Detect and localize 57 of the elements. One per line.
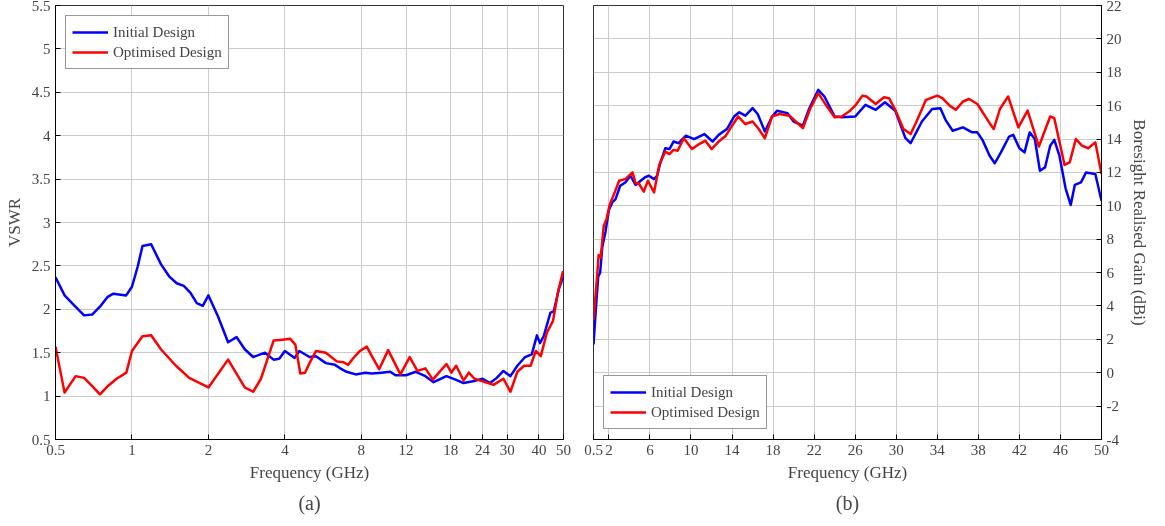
x-tick-label: 26 [847, 441, 864, 458]
x-tick-label: 24 [475, 441, 491, 458]
y-tick-label: 4 [43, 127, 51, 144]
x-tick-label: 22 [806, 441, 822, 458]
y-tick-label: 2.5 [31, 257, 51, 274]
x-tick-label: 38 [970, 441, 986, 458]
x-axis-title: Frequency (GHz) [787, 462, 908, 482]
y2-tick-label: 16 [1106, 97, 1122, 114]
y2-tick-label: 22 [1106, 0, 1122, 14]
x-tick-label: 8 [357, 441, 366, 458]
y2-axis-title: Boresight Realised Gain (dBi) [1129, 119, 1149, 326]
y-tick-label: 3 [43, 214, 51, 231]
x-tick-label: 2 [605, 441, 613, 458]
legend-label: Initial Design [113, 23, 196, 41]
x-tick-label: 46 [1052, 441, 1069, 458]
x-tick-label: 12 [398, 441, 414, 458]
y-tick-label: 1 [43, 388, 51, 405]
y-axis-title: VSWR [4, 197, 24, 248]
y-tick-label: 4.5 [31, 84, 51, 101]
legend-label: Optimised Design [113, 43, 222, 61]
y2-tick-label: 8 [1106, 231, 1114, 248]
x-axis-title: Frequency (GHz) [249, 462, 370, 482]
y-tick-label: 5 [43, 40, 51, 57]
x-tick-label: 50 [556, 441, 571, 458]
x-tick-label: 0.5 [584, 441, 603, 458]
y2-tick-label: 2 [1106, 331, 1114, 348]
x-tick-label: 30 [499, 441, 515, 458]
x-tick-label: 1 [128, 441, 136, 458]
x-tick-label: 4 [281, 441, 290, 458]
text: (a) [298, 491, 321, 515]
text: (b) [835, 491, 860, 515]
x-tick-label: 30 [888, 441, 904, 458]
y2-tick-label: 10 [1106, 197, 1122, 214]
y2-tick-label: 6 [1106, 264, 1115, 281]
x-tick-label: 40 [531, 441, 547, 458]
y-tick-label: 1.5 [31, 344, 51, 361]
y2-tick-label: 14 [1106, 131, 1122, 148]
x-tick-label: 2 [204, 441, 213, 458]
legend-label: Initial Design [651, 383, 734, 401]
y2-tick-label: 18 [1106, 64, 1122, 81]
x-tick-label: 34 [929, 441, 946, 458]
legend-label: Optimised Design [651, 403, 760, 421]
x-tick-label: 50 [1094, 441, 1109, 458]
y2-tick-label: 0 [1106, 364, 1114, 381]
y2-tick-label: -2 [1106, 398, 1119, 415]
y2-tick-label: 12 [1106, 164, 1122, 181]
x-tick-label: 10 [683, 441, 699, 458]
x-tick-label: 42 [1011, 441, 1027, 458]
y-tick-label: 2 [43, 301, 51, 318]
y-tick-label: 5.5 [31, 0, 51, 14]
x-tick-label: 18 [443, 441, 459, 458]
x-tick-label: 14 [724, 441, 741, 458]
y2-tick-label: 4 [1106, 297, 1115, 314]
x-tick-label: 6 [646, 441, 655, 458]
x-tick-label: 18 [765, 441, 781, 458]
y-tick-label: 3.5 [31, 171, 51, 188]
y2-tick-label: 20 [1106, 30, 1122, 47]
